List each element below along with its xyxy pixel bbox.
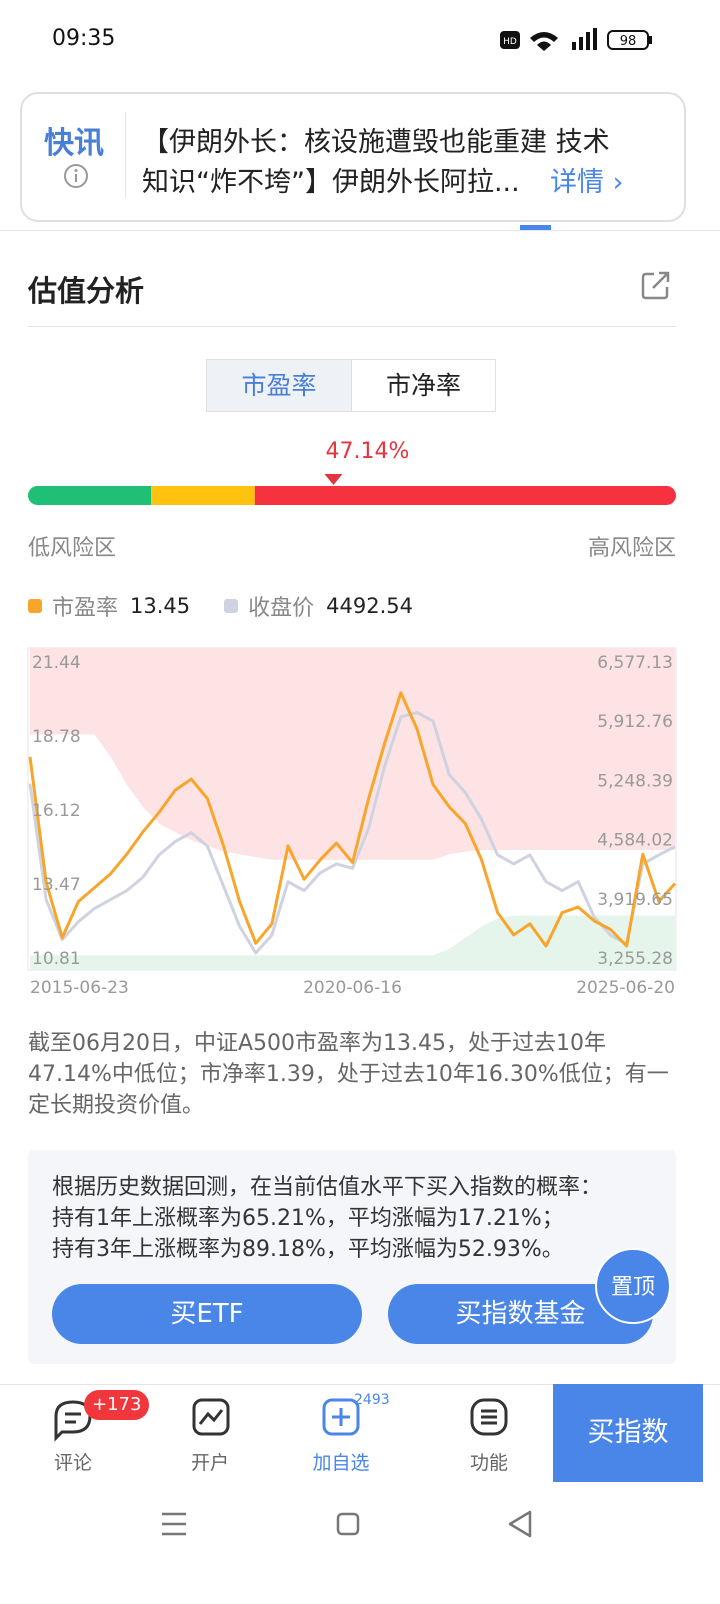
backtest-text: 根据历史数据回测，在当前估值水平下买入指数的概率： 持有1年上涨概率为65.21… xyxy=(52,1172,602,1265)
divider xyxy=(125,112,126,198)
divider xyxy=(351,360,352,411)
gauge-low: 低风险区 xyxy=(28,536,117,561)
legend-swatch xyxy=(224,599,239,613)
comment-badge: +173 xyxy=(84,1390,150,1420)
system-nav xyxy=(162,1510,532,1538)
x-tick-label: 2015-06-23 xyxy=(30,978,129,998)
x-tick-label: 2020-06-16 xyxy=(303,978,402,998)
y2-tick-label: 4,584.02 xyxy=(597,831,673,851)
gauge-value: 47.14% xyxy=(326,439,410,464)
gauge-segment xyxy=(28,486,152,505)
news-text: 【伊朗外长：核设施遭毁也能重建 技术 xyxy=(142,127,610,158)
y-tick-label: 21.44 xyxy=(32,653,81,673)
divider xyxy=(28,326,676,327)
nav-label[interactable]: 开户 xyxy=(190,1452,229,1474)
battery: 98 xyxy=(620,34,637,49)
tab-active[interactable]: 市盈率 xyxy=(207,360,351,411)
legend-value: 13.45 xyxy=(130,594,191,618)
legend-label: 市盈率 xyxy=(52,596,119,621)
gauge: 47.14% xyxy=(28,439,676,505)
y2-tick-label: 6,577.13 xyxy=(597,653,673,673)
y-tick-label: 13.47 xyxy=(32,875,81,895)
back-to-top[interactable]: 置顶 xyxy=(595,1248,671,1324)
backtest-line: 持有3年上涨概率为89.18%，平均涨幅为52.93%。 xyxy=(52,1237,564,1262)
backtest-line: 持有1年上涨概率为65.21%，平均涨幅为17.21%； xyxy=(52,1206,564,1231)
backtest-line: 根据历史数据回测，在当前估值水平下买入指数的概率： xyxy=(52,1175,603,1200)
series-line xyxy=(28,710,676,955)
legend-value: 4492.54 xyxy=(326,594,413,618)
gauge-segment xyxy=(151,486,255,505)
buy-index-button[interactable]: 买指数 xyxy=(553,1384,703,1482)
nav-label[interactable]: 评论 xyxy=(53,1452,92,1474)
buy-etf-button[interactable]: 买ETF xyxy=(52,1284,362,1344)
svg-text:HD: HD xyxy=(503,37,517,47)
news-tag: 快讯 xyxy=(44,126,104,161)
tab[interactable]: 市净率 xyxy=(385,371,461,400)
legend-label: 收盘价 xyxy=(248,596,315,621)
y2-tick-label: 5,912.76 xyxy=(597,712,673,732)
tabs xyxy=(206,359,496,412)
legend: 市盈率 13.45 收盘价 4492.54 xyxy=(28,590,413,622)
y2-tick-label: 5,248.39 xyxy=(597,771,673,791)
gauge-marker xyxy=(324,474,343,485)
series-line xyxy=(28,691,677,948)
share-icon[interactable] xyxy=(640,270,672,302)
news-banner[interactable] xyxy=(20,92,686,222)
divider xyxy=(0,230,720,231)
status-icons: HD 98 xyxy=(500,28,652,51)
y-tick-label: 10.81 xyxy=(32,949,81,969)
legend-swatch xyxy=(28,599,42,613)
section-title: 估值分析 xyxy=(28,274,145,308)
y2-tick-label: 3,255.28 xyxy=(597,949,673,969)
gauge-high: 高风险区 xyxy=(587,536,676,561)
time: 09:35 xyxy=(52,26,116,51)
link-text: 详情 xyxy=(550,167,604,198)
y-tick-label: 16.12 xyxy=(32,801,81,821)
chart: 21.44 18.78 16.12 13.47 10.81 6,577.13 5,912.7… xyxy=(27,647,677,998)
nav-label[interactable]: 加自选 xyxy=(312,1452,370,1474)
low-zone xyxy=(30,915,675,970)
high-zone xyxy=(30,648,675,860)
y2-tick-label: 3,919.65 xyxy=(597,890,673,910)
info-icon xyxy=(64,164,88,188)
x-tick-label: 2025-06-20 xyxy=(576,978,675,998)
summary: 截至06月20日，中证A500市盈率为13.45，处于过去10年47.14%中低… xyxy=(28,1031,669,1118)
gauge-segment xyxy=(254,486,676,505)
y-tick-label: 18.78 xyxy=(32,727,81,747)
watch-count: 2493 xyxy=(354,1392,390,1408)
news-link[interactable]: 详情 › xyxy=(550,167,624,198)
tab-indicator xyxy=(520,225,551,230)
news-text: 知识“炸不垮”】伊朗外长阿拉... xyxy=(142,167,520,198)
nav-label[interactable]: 功能 xyxy=(469,1452,508,1474)
